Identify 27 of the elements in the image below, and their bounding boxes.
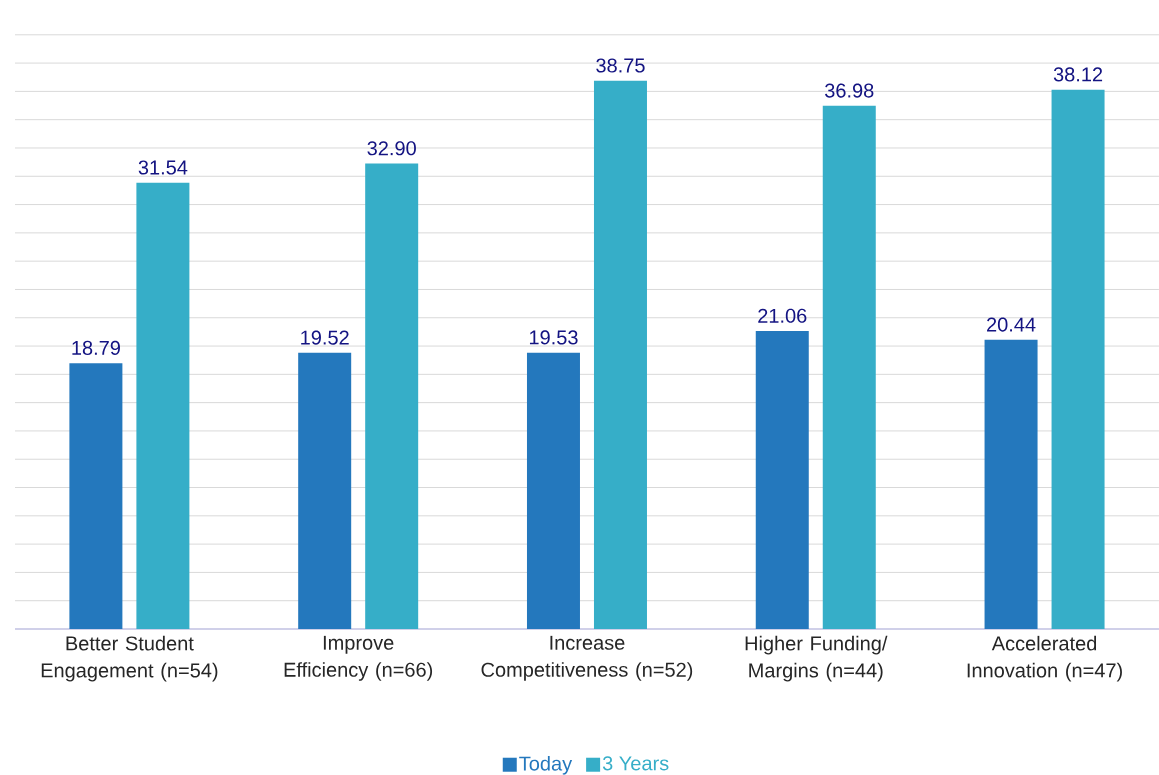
bar	[755, 331, 809, 629]
data-label: 21.06	[758, 308, 807, 323]
data-label: 38.12	[1053, 67, 1103, 82]
x-tick-label: Increase Competitiveness (n=52)	[481, 635, 693, 681]
data-label: 32.90	[367, 141, 416, 156]
bar	[822, 105, 876, 629]
bar	[298, 352, 352, 629]
x-tick-label: Higher Funding/ Margins (n=44)	[745, 635, 888, 682]
x-tick-label: Improve Efficiency (n=66)	[284, 635, 433, 681]
bar	[136, 182, 190, 629]
data-label: 18.79	[72, 340, 120, 355]
data-label: 36.98	[825, 83, 874, 98]
data-label: 38.75	[596, 58, 645, 73]
data-label: 19.53	[529, 330, 578, 345]
bar	[365, 163, 419, 629]
bar	[526, 352, 580, 629]
legend-label: 3 Years	[602, 756, 669, 771]
x-tick-label: Accelerated Innovation (n=47)	[967, 635, 1122, 682]
legend-label: Today	[519, 755, 573, 775]
data-label: 31.54	[138, 160, 188, 175]
bar	[1051, 89, 1105, 629]
data-label: 20.44	[987, 317, 1036, 332]
data-label: 19.52	[301, 330, 349, 345]
bar	[984, 339, 1038, 629]
x-tick-label: Better Student Engagement (n=54)	[41, 635, 218, 682]
bar	[593, 80, 647, 629]
bar	[69, 363, 123, 629]
